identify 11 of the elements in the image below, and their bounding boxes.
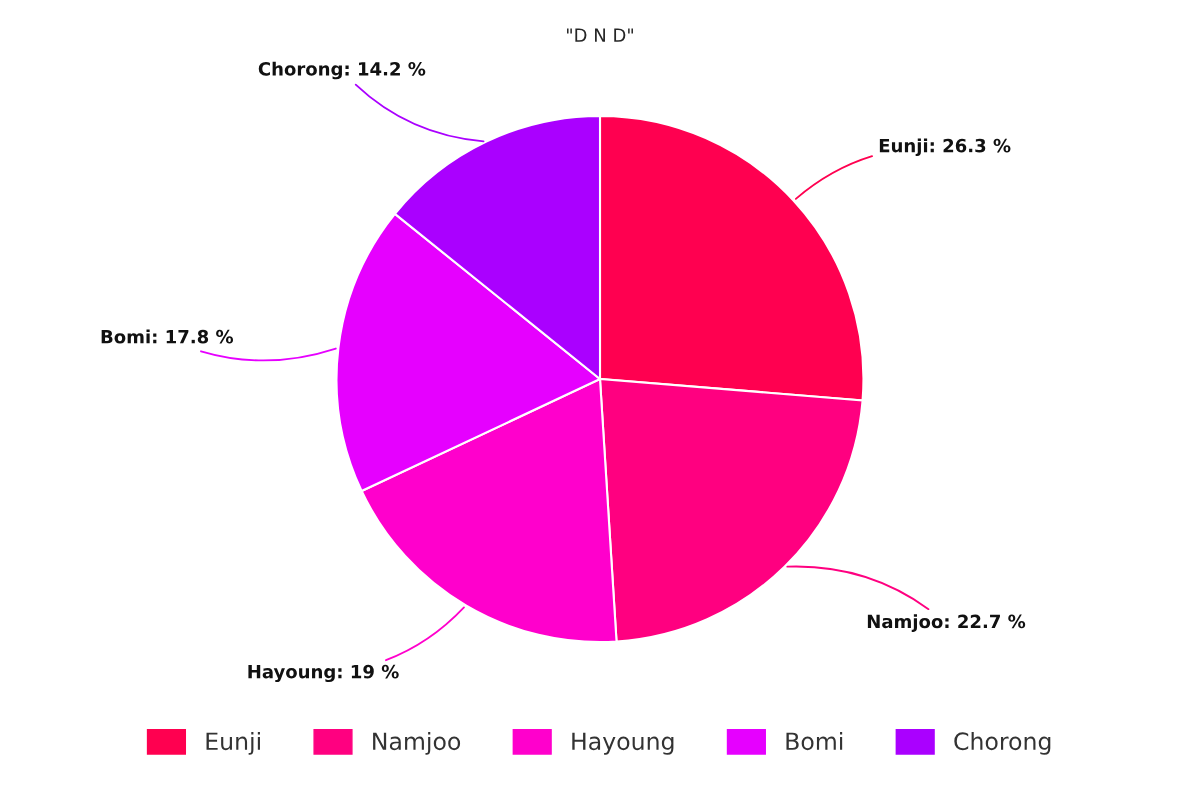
legend-label: Chorong [954,731,1051,755]
data-label: Hayoung: 19 % [248,664,399,683]
data-label: Namjoo: 22.7 % [867,614,1026,632]
data-label: Bomi: 17.8 % [101,329,234,344]
legend-label: Namjoo [373,731,461,755]
chart-title: "D N D" [567,28,633,42]
legend-label: Hayoung [572,732,674,755]
data-label: Chorong: 14.2 % [258,61,426,80]
legend-label: Eunji [206,731,260,755]
data-label: Eunji: 26.3 % [879,138,1011,157]
legend-label: Bomi [786,731,843,751]
